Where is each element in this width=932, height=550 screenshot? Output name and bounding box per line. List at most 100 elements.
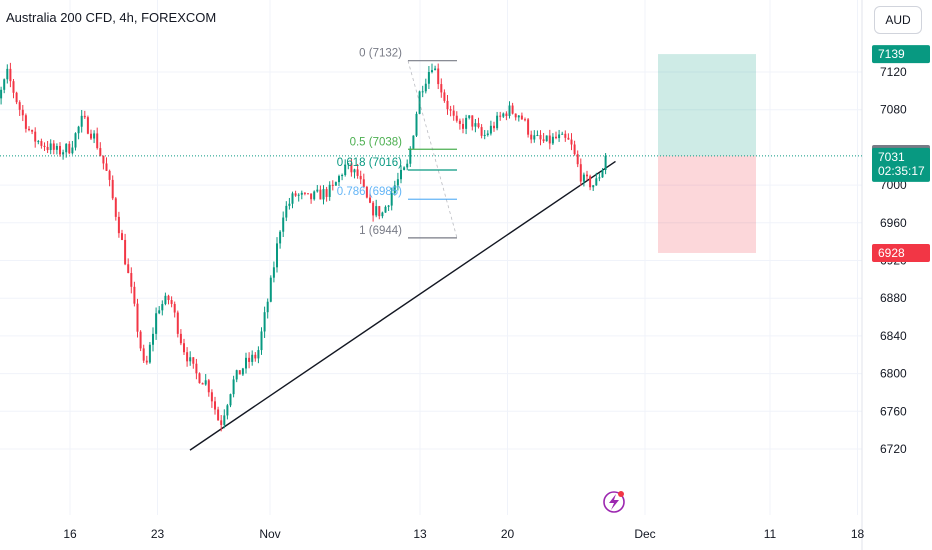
candle-body [347, 163, 350, 165]
candle-body [40, 141, 43, 146]
candle-body [592, 185, 595, 188]
candle-body [396, 179, 399, 186]
candle-body [316, 189, 319, 192]
candle-body [114, 198, 117, 217]
candle-body [412, 135, 415, 149]
currency-button[interactable]: AUD [874, 6, 922, 34]
candles [0, 62, 607, 432]
candle-body [93, 133, 96, 139]
candle-body [325, 189, 328, 197]
x-tick-label: Nov [259, 527, 280, 541]
candle-body [462, 123, 464, 129]
candle-body [496, 115, 499, 129]
candle-body [210, 392, 213, 402]
x-tick-label: 16 [63, 527, 77, 541]
candle-body [173, 303, 176, 313]
candle-body [471, 115, 474, 127]
candle-body [390, 192, 393, 206]
candle-body [378, 206, 381, 217]
stop-zone [658, 155, 756, 253]
fib-level-label: 0.5 (7038) [350, 136, 403, 148]
candle-body [142, 348, 145, 361]
x-tick-label: Dec [634, 527, 655, 541]
candle-body [468, 115, 471, 118]
lightning-icon[interactable] [603, 491, 625, 513]
candle-body [353, 169, 356, 173]
current-price-tag-text: 02:35:17 [878, 164, 925, 178]
candle-body [576, 154, 579, 165]
candle-body [458, 120, 461, 124]
candle-body [579, 164, 582, 182]
candle-body [387, 205, 390, 207]
candle-body [505, 113, 508, 116]
fib-level-label: 0.618 (7016) [337, 157, 402, 169]
trendline[interactable] [189, 160, 616, 451]
candle-body [201, 383, 204, 385]
candle-body [564, 133, 567, 138]
candle-body [263, 312, 266, 332]
candle-body [527, 119, 530, 135]
candle-body [359, 175, 362, 180]
candle-body [483, 134, 486, 136]
candle-body [43, 145, 46, 147]
x-tick-label: 23 [151, 527, 165, 541]
candle-body [303, 192, 306, 194]
candle-body [493, 125, 495, 129]
candle-body [338, 176, 340, 183]
x-tick-label: 18 [851, 527, 865, 541]
candle-body [248, 357, 251, 362]
candle-body [533, 135, 536, 140]
candle-body [514, 113, 517, 118]
candle-body [415, 113, 418, 136]
candle-body [400, 169, 402, 180]
candle-body [517, 115, 520, 118]
candle-body [124, 239, 127, 265]
candle-body [545, 135, 548, 142]
candle-body [288, 203, 291, 206]
candle-body [15, 92, 18, 103]
fibonacci-retracement[interactable]: 0 (7132) 0.5 (7038) 0.618 (7016) 0.786 (698… [337, 48, 458, 239]
candle-body [189, 357, 192, 362]
candle-body [291, 193, 294, 204]
x-tick-label: 13 [413, 527, 427, 541]
candle-body [427, 72, 430, 84]
candle-body [86, 117, 89, 134]
candle-body [328, 184, 331, 197]
candle-body [282, 217, 285, 232]
y-tick-label: 7080 [880, 103, 907, 117]
candle-body [229, 394, 232, 406]
candle-body [449, 109, 452, 111]
candle-body [223, 415, 226, 425]
y-tick-label: 7120 [880, 65, 907, 79]
y-tick-label: 6880 [880, 291, 907, 305]
candle-body [375, 206, 378, 216]
candle-body [431, 70, 433, 73]
candle-body [251, 354, 254, 362]
candle-body [440, 84, 443, 93]
candle-body [226, 405, 229, 416]
candle-body [437, 68, 440, 85]
candle-body [465, 117, 468, 129]
candle-body [220, 420, 223, 425]
candle-body [183, 343, 185, 353]
candle-body [294, 193, 297, 196]
candle-body [167, 295, 170, 301]
candle-body [489, 125, 492, 134]
candle-body [34, 131, 37, 142]
candle-body [421, 91, 424, 93]
candle-body [542, 139, 545, 142]
fib-trend-line [407, 60, 458, 238]
candle-body [83, 115, 86, 118]
candle-body [198, 373, 201, 384]
candle-body [551, 136, 554, 144]
take-profit-tag-text: 7139 [878, 47, 905, 61]
stop-loss-tag [872, 243, 930, 262]
candle-body [65, 143, 68, 153]
candle-body [344, 164, 347, 176]
current-price-tag [872, 147, 930, 182]
candle-body [558, 134, 561, 139]
candle-body [77, 126, 80, 134]
candle-body [570, 139, 573, 145]
current-price-tag-text: 7031 [878, 150, 905, 164]
